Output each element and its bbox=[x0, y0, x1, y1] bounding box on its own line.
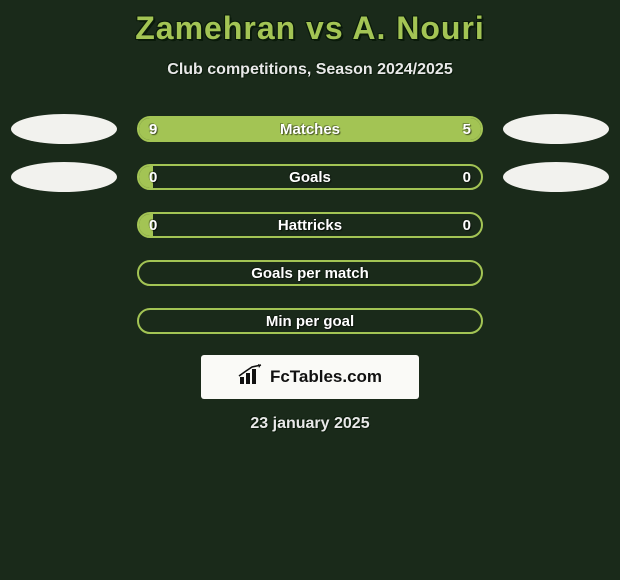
left-ellipse bbox=[11, 210, 117, 240]
stat-row: 9Matches5 bbox=[0, 115, 620, 143]
stat-label: Matches bbox=[139, 118, 481, 140]
stat-bar: 0Goals0 bbox=[137, 164, 483, 190]
right-ellipse bbox=[503, 210, 609, 240]
stat-row: 0Hattricks0 bbox=[0, 211, 620, 239]
stat-value-right: 0 bbox=[463, 214, 471, 236]
stat-bar: 9Matches5 bbox=[137, 116, 483, 142]
stat-rows: 9Matches50Goals00Hattricks0Goals per mat… bbox=[0, 115, 620, 335]
right-ellipse bbox=[503, 162, 609, 192]
stat-row: 0Goals0 bbox=[0, 163, 620, 191]
subtitle: Club competitions, Season 2024/2025 bbox=[0, 61, 620, 79]
page-title: Zamehran vs A. Nouri bbox=[0, 10, 620, 47]
left-ellipse bbox=[11, 306, 117, 336]
brand-text: FcTables.com bbox=[270, 367, 382, 387]
stat-value-right: 5 bbox=[463, 118, 471, 140]
stat-value-right: 0 bbox=[463, 166, 471, 188]
stat-bar: Goals per match bbox=[137, 260, 483, 286]
stat-bar: Min per goal bbox=[137, 308, 483, 334]
stat-row: Min per goal bbox=[0, 307, 620, 335]
comparison-card: Zamehran vs A. Nouri Club competitions, … bbox=[0, 0, 620, 580]
left-ellipse bbox=[11, 162, 117, 192]
right-ellipse bbox=[503, 306, 609, 336]
left-ellipse bbox=[11, 258, 117, 288]
left-ellipse bbox=[11, 114, 117, 144]
stat-label: Hattricks bbox=[139, 214, 481, 236]
bar-chart-icon bbox=[238, 364, 264, 391]
stat-label: Min per goal bbox=[139, 310, 481, 332]
date-label: 23 january 2025 bbox=[0, 415, 620, 433]
right-ellipse bbox=[503, 114, 609, 144]
stat-label: Goals per match bbox=[139, 262, 481, 284]
stat-row: Goals per match bbox=[0, 259, 620, 287]
brand-logo[interactable]: FcTables.com bbox=[201, 355, 419, 399]
stat-label: Goals bbox=[139, 166, 481, 188]
stat-bar: 0Hattricks0 bbox=[137, 212, 483, 238]
right-ellipse bbox=[503, 258, 609, 288]
